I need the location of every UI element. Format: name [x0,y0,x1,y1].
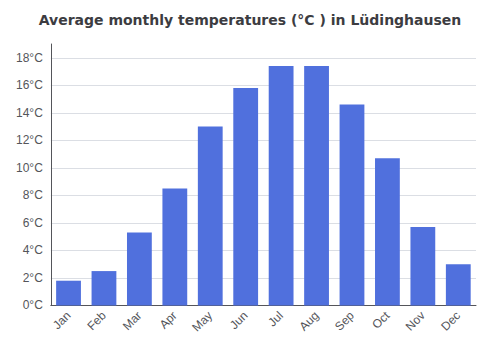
svg-text:May: May [189,309,215,335]
svg-text:0°C: 0°C [23,298,43,312]
svg-text:Jun: Jun [227,309,251,333]
svg-text:2°C: 2°C [23,271,43,285]
svg-text:Average monthly temperatures (: Average monthly temperatures (°C ) in Lü… [39,12,462,28]
svg-text:4°C: 4°C [23,243,43,257]
svg-text:Oct: Oct [369,308,393,332]
svg-text:Sep: Sep [332,308,357,333]
svg-text:8°C: 8°C [23,188,43,202]
svg-text:6°C: 6°C [23,216,43,230]
svg-text:12°C: 12°C [16,133,43,147]
svg-text:Mar: Mar [120,309,145,333]
svg-text:16°C: 16°C [16,78,43,92]
svg-text:Aug: Aug [297,309,322,334]
svg-text:Apr: Apr [157,309,180,332]
svg-text:Feb: Feb [84,308,109,333]
svg-text:Nov: Nov [403,309,428,334]
svg-text:14°C: 14°C [16,106,43,120]
svg-text:10°C: 10°C [16,161,43,175]
svg-text:Jul: Jul [265,309,286,330]
svg-text:Jan: Jan [50,309,74,333]
svg-text:18°C: 18°C [16,51,43,65]
svg-text:Dec: Dec [438,309,463,334]
